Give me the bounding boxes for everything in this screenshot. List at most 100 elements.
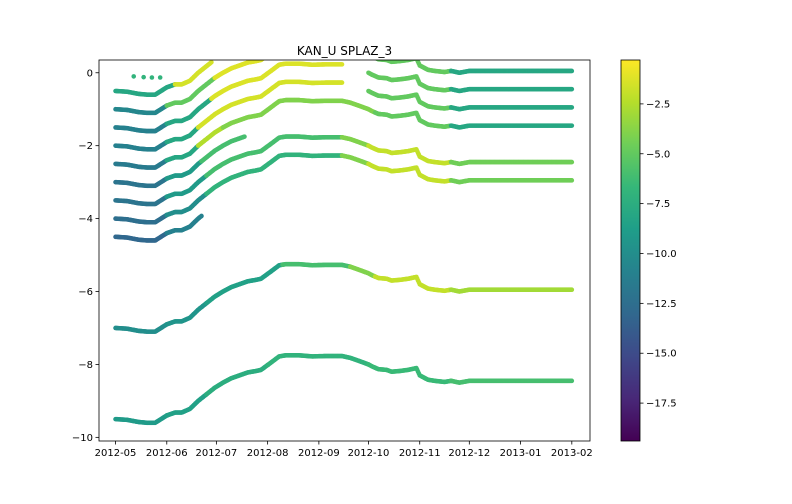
data-point	[359, 31, 364, 36]
data-point	[321, 26, 326, 31]
data-point	[291, 43, 296, 48]
data-point	[258, 40, 263, 45]
data-point	[350, 28, 355, 33]
data-point	[569, 105, 575, 110]
data-point	[278, 26, 283, 31]
colorbar-gradient	[621, 60, 640, 441]
colorbar-tick: −10.0	[640, 249, 677, 260]
data-point	[273, 47, 278, 52]
data-point	[265, 53, 270, 58]
x-tick-label: 2012-07	[195, 448, 237, 459]
x-tick-label: 2013-01	[500, 448, 542, 459]
data-point	[252, 41, 257, 46]
data-point	[342, 26, 347, 31]
y-tick-label: −2	[78, 141, 93, 152]
data-point	[254, 41, 259, 46]
colorbar-tick: −2.5	[640, 99, 670, 110]
data-point	[230, 48, 235, 53]
x-tick: 2013-02	[551, 441, 593, 459]
data-point	[274, 47, 279, 52]
data-point	[297, 25, 302, 30]
data-point	[229, 48, 234, 53]
data-point	[286, 43, 291, 48]
data-point	[275, 45, 280, 50]
data-point	[240, 44, 245, 49]
chart-title: KAN_U SPLAZ_3	[297, 44, 392, 58]
data-point	[339, 62, 345, 67]
data-point	[243, 43, 248, 48]
y-tick-label: −10	[72, 433, 93, 444]
data-point	[296, 25, 301, 30]
data-point	[248, 42, 253, 47]
data-point	[280, 25, 285, 30]
data-point	[331, 26, 336, 31]
data-point	[272, 48, 277, 53]
colorbar-tick-label: −10.0	[646, 249, 677, 260]
data-point	[569, 159, 575, 165]
data-point	[247, 42, 252, 47]
data-point	[285, 25, 290, 30]
data-point	[157, 75, 163, 80]
y-tick: −4	[78, 214, 99, 225]
data-point	[322, 26, 327, 31]
data-point	[209, 60, 214, 65]
data-point	[312, 26, 317, 31]
data-point	[317, 26, 322, 31]
data-point	[293, 25, 298, 30]
data-point	[141, 74, 146, 80]
data-point	[222, 52, 227, 57]
data-point	[279, 44, 284, 49]
data-point	[231, 47, 236, 52]
data-point	[283, 25, 288, 30]
colorbar-tick: −12.5	[640, 299, 677, 310]
data-point	[288, 43, 293, 48]
data-point	[222, 51, 227, 56]
data-point	[364, 33, 369, 38]
data-point	[361, 32, 366, 37]
data-point	[253, 41, 258, 46]
colorbar-tick-label: −15.0	[646, 349, 677, 360]
data-point	[263, 55, 268, 60]
data-point	[569, 178, 575, 183]
data-point	[338, 26, 343, 31]
data-point	[199, 213, 204, 219]
data-point	[326, 26, 331, 31]
data-point	[277, 26, 282, 31]
colorbar-tick-label: −12.5	[646, 299, 677, 310]
data-point	[234, 46, 239, 51]
data-point	[279, 26, 284, 31]
data-point	[273, 29, 278, 34]
data-point	[297, 25, 302, 30]
data-point	[307, 26, 312, 31]
data-point	[348, 27, 353, 32]
data-point	[246, 42, 251, 47]
data-point	[347, 27, 352, 32]
data-point	[325, 26, 330, 31]
data-point	[250, 41, 255, 46]
data-point	[314, 26, 319, 31]
data-point	[294, 25, 299, 30]
data-point	[285, 43, 290, 48]
data-point	[281, 44, 286, 49]
x-tick: 2012-11	[399, 441, 441, 459]
data-point	[284, 43, 289, 48]
data-point	[348, 27, 353, 32]
data-point	[328, 26, 333, 31]
data-point	[313, 26, 318, 31]
data-point	[330, 26, 335, 31]
data-point	[284, 43, 289, 48]
data-point	[291, 25, 296, 30]
data-point	[308, 26, 313, 31]
data-point	[284, 25, 289, 30]
y-tick: −2	[78, 141, 99, 152]
colorbar-tick: −15.0	[640, 349, 677, 360]
sensor-series	[113, 61, 575, 134]
x-tick: 2012-12	[448, 441, 490, 459]
data-point	[233, 46, 238, 51]
data-point	[301, 25, 306, 30]
data-point	[327, 26, 332, 31]
data-point	[235, 46, 240, 51]
y-tick-label: −4	[78, 214, 93, 225]
x-tick: 2012-05	[95, 441, 136, 459]
data-point	[292, 25, 297, 30]
